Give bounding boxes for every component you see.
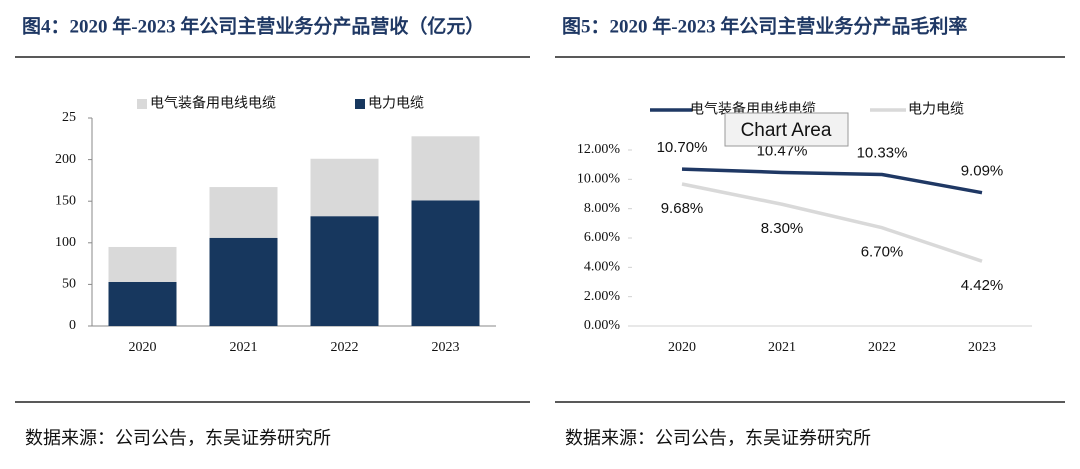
x-tick-label: 2023 xyxy=(432,340,460,355)
y-tick-label: 100 xyxy=(55,235,76,250)
data-label: 9.68% xyxy=(661,200,704,217)
y-tick-label: 10.00% xyxy=(577,172,621,187)
x-tick-label: 2021 xyxy=(768,340,796,355)
tooltip-text: Chart Area xyxy=(741,120,832,141)
data-label: 6.70% xyxy=(861,244,904,261)
data-label: 10.70% xyxy=(657,139,708,156)
x-tick-label: 2021 xyxy=(230,340,258,355)
y-tick-label: 2.00% xyxy=(584,289,621,304)
data-label: 8.30% xyxy=(761,220,804,237)
y-tick-label: 0 xyxy=(69,318,76,333)
y-tick-label: 150 xyxy=(55,193,76,208)
tooltip-box xyxy=(724,112,849,147)
legend-label: 电气装备用电线电缆 xyxy=(150,95,276,111)
chart-title: 图5：2020 年-2023 年公司主营业务分产品毛利率 xyxy=(562,14,967,37)
y-tick-label: 12.00% xyxy=(577,142,621,157)
y-tick-label: 50 xyxy=(62,277,76,292)
x-tick-label: 2020 xyxy=(129,340,157,355)
data-label: 9.09% xyxy=(961,163,1004,180)
y-tick-label: 0.00% xyxy=(584,318,621,333)
data-label: 10.47% xyxy=(757,142,808,159)
legend-swatch xyxy=(137,99,147,109)
data-label: 10.33% xyxy=(857,144,908,161)
chart-title: 图4：2020 年-2023 年公司主营业务分产品营收（亿元） xyxy=(22,14,484,37)
x-tick-label: 2022 xyxy=(868,340,896,355)
y-tick-label: 4.00% xyxy=(584,260,621,275)
bar-segment xyxy=(310,216,379,326)
series-line xyxy=(681,167,983,195)
source-note: 数据来源：公司公告，东吴证券研究所 xyxy=(25,428,331,448)
y-tick-label: 6.00% xyxy=(584,230,621,245)
x-tick-label: 2020 xyxy=(668,340,696,355)
series-line xyxy=(681,182,983,263)
x-tick-label: 2022 xyxy=(331,340,359,355)
legend-swatch xyxy=(355,99,365,109)
x-tick-label: 2023 xyxy=(968,340,996,355)
legend-label: 电力电缆 xyxy=(368,95,424,111)
y-tick-label: 8.00% xyxy=(584,201,621,216)
y-tick-label: 25 xyxy=(62,110,76,125)
bar-segment xyxy=(108,281,177,326)
legend-label: 电力电缆 xyxy=(908,101,964,117)
bar-segment xyxy=(411,136,480,201)
bar-segment xyxy=(411,200,480,326)
y-tick-label: 200 xyxy=(55,152,76,167)
data-label: 4.42% xyxy=(961,277,1004,294)
bar-segment xyxy=(209,187,278,238)
source-note: 数据来源：公司公告，东吴证券研究所 xyxy=(565,428,871,448)
bar-segment xyxy=(209,237,278,326)
bar-segment xyxy=(108,246,177,282)
bar-segment xyxy=(310,158,379,217)
